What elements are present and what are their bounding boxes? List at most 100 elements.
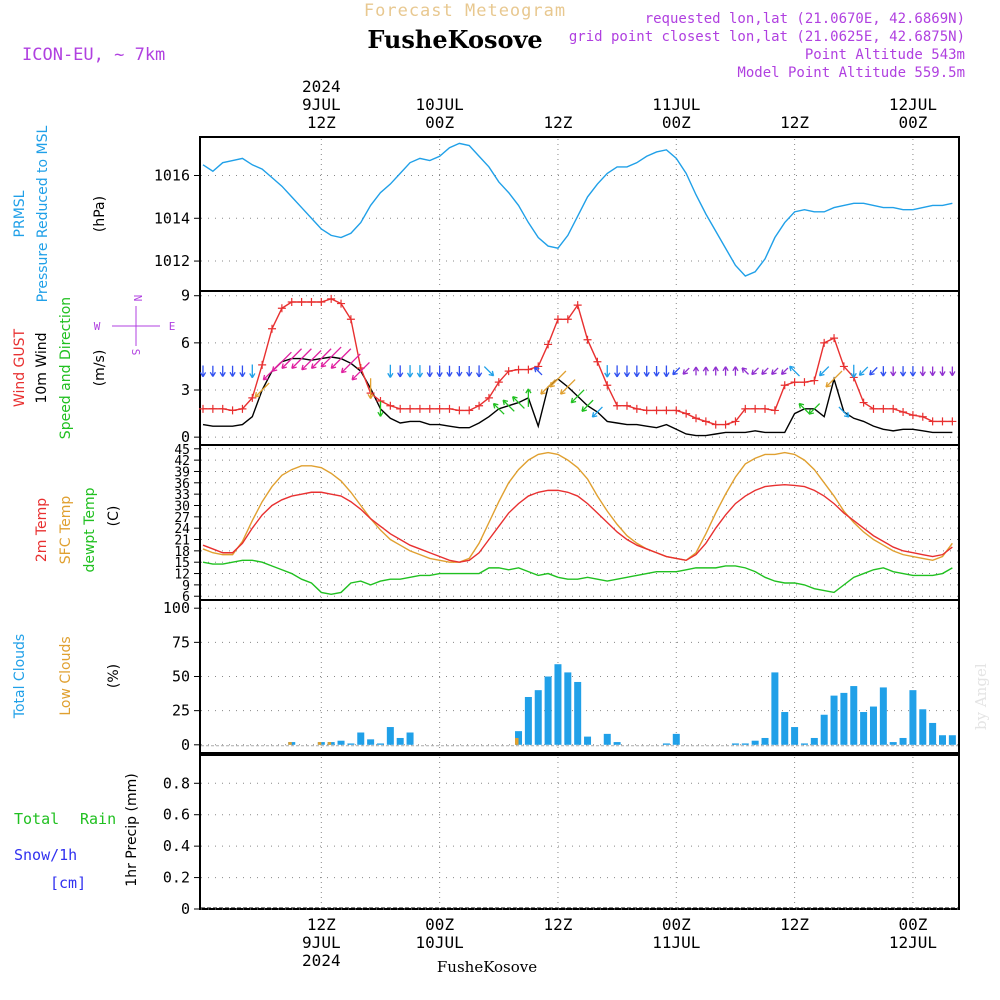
gust-point: [682, 409, 691, 418]
time-label-bottom: 12JUL: [889, 933, 937, 952]
wind-direction-arrow: [949, 366, 956, 377]
y-tick-label: 9: [182, 579, 190, 594]
wind-direction-arrow: [320, 346, 342, 368]
wind-direction-arrow: [653, 365, 660, 377]
gust-point: [869, 404, 878, 413]
y-tick-label: 6: [181, 334, 190, 352]
total-cloud-bar: [347, 743, 355, 745]
wind-direction-arrow: [880, 366, 887, 377]
y-tick-label: 24: [174, 522, 190, 537]
time-label-top: 00Z: [898, 113, 927, 132]
wind-direction-arrow: [533, 366, 543, 376]
gust-point: [553, 315, 562, 324]
precip-axis-label: 1hr Precip (mm): [124, 773, 140, 886]
time-label-top: 9JUL: [302, 95, 341, 114]
total-cloud-bar: [386, 727, 394, 745]
total-cloud-bar: [524, 696, 532, 745]
wind-direction-arrow: [890, 366, 897, 377]
total-cloud-bar: [564, 672, 572, 745]
gust-point: [455, 406, 464, 415]
total-cloud-bar: [731, 743, 739, 745]
wind-direction-arrow: [850, 364, 857, 378]
wind-direction-arrow: [475, 365, 483, 378]
total-cloud-bar: [376, 743, 384, 745]
y-tick-label: 1016: [154, 167, 190, 185]
wind-direction-arrow: [570, 389, 585, 404]
time-label-bottom: 10JUL: [416, 933, 464, 952]
gust-point: [386, 401, 395, 410]
total-cloud-bar: [603, 733, 611, 745]
total-cloud-bar: [810, 737, 818, 745]
wind-direction-arrow: [281, 348, 302, 370]
point-altitude: Point Altitude 543m: [805, 47, 965, 63]
wind-direction-arrow: [604, 365, 611, 378]
total-cloud-bar: [554, 664, 562, 745]
gust-point: [918, 412, 927, 421]
y-tick-label: 30: [174, 499, 190, 514]
gust-point: [307, 298, 316, 306]
temp-panel: [199, 444, 960, 601]
time-label-top: 10JUL: [416, 95, 464, 114]
wind-direction-arrow: [416, 365, 424, 378]
total-cloud-bar: [751, 740, 759, 745]
y-tick-label: 18: [174, 545, 190, 560]
gust-point: [346, 315, 355, 324]
wind-direction-arrow: [436, 365, 443, 378]
y-tick-label: 0.8: [163, 774, 190, 792]
footer-location: FusheKosove: [437, 958, 537, 976]
y-tick-label: 9: [181, 287, 190, 305]
y-tick-label: 45: [174, 443, 190, 458]
wind-direction-arrow: [271, 351, 292, 372]
total-cloud-bar: [899, 737, 907, 745]
temp-2m-line: [202, 483, 953, 563]
requested-coords: requested lon,lat (21.0670E, 42.6869N): [645, 11, 965, 27]
compass-e: E: [169, 320, 176, 333]
gust-point: [406, 404, 415, 413]
time-label-top: 00Z: [425, 113, 454, 132]
wind-direction-arrow: [239, 365, 246, 378]
wind-label-dir: Speed and Direction: [58, 297, 74, 439]
wind-gust-line: [203, 298, 953, 426]
total-cloud-bar: [919, 709, 927, 745]
total-cloud-bar: [948, 735, 956, 745]
gust-point: [425, 404, 434, 413]
gust-point: [583, 335, 592, 344]
gust-point: [830, 334, 839, 343]
gust-point: [800, 378, 809, 387]
time-label-bottom: 00Z: [425, 915, 454, 934]
precip-label-total: Total: [14, 810, 59, 828]
wind-direction-arrow: [426, 365, 433, 378]
total-cloud-bar: [800, 743, 808, 745]
time-label-bottom: 9JUL: [302, 933, 341, 952]
time-label-bottom: 12Z: [307, 915, 336, 934]
low-cloud-bar: [288, 742, 292, 745]
gust-point: [277, 304, 286, 313]
wind-direction-arrow: [798, 402, 811, 415]
chart-title: Forecast Meteogram: [364, 1, 566, 21]
wind-direction-arrow: [613, 365, 621, 378]
gust-point: [780, 381, 789, 390]
total-cloud-bar: [869, 706, 877, 745]
wind-direction-arrow: [692, 366, 700, 376]
time-label-top: 12JUL: [889, 95, 937, 114]
y-tick-label: 15: [174, 556, 190, 571]
wind-direction-arrow: [301, 350, 322, 371]
gust-point: [218, 404, 227, 413]
y-tick-label: 0: [181, 428, 190, 446]
wind-direction-arrow: [559, 379, 576, 395]
temp-label-dewpt: dewpt Temp: [82, 487, 98, 572]
y-tick-label: 12: [174, 568, 190, 583]
gust-point: [465, 406, 474, 415]
time-label-top: 12Z: [307, 113, 336, 132]
y-tick-label: 0.2: [163, 869, 190, 887]
total-cloud-bar: [584, 736, 592, 745]
gust-point: [534, 362, 543, 371]
time-label-top: 2024: [302, 77, 341, 96]
gust-point: [731, 417, 740, 426]
y-tick-label: 33: [174, 488, 190, 503]
y-tick-label: 21: [174, 534, 190, 549]
wind-direction-arrow: [771, 367, 779, 375]
y-tick-label: 6: [182, 590, 190, 605]
wind-direction-arrow: [808, 403, 821, 415]
gust-point: [908, 411, 917, 420]
